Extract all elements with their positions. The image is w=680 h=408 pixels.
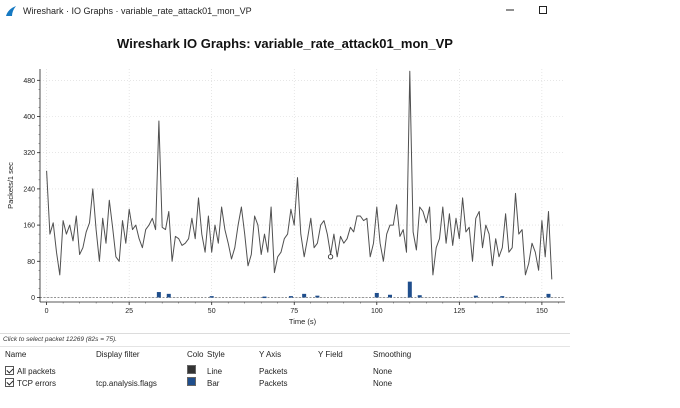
maximize-icon [539,6,547,14]
all-packets-line [46,70,553,280]
graph-list-table[interactable]: Name Display filter Colo Style Y Axis Y … [0,346,570,396]
graph-y-axis[interactable]: Packets [259,367,288,376]
enable-checkbox[interactable] [5,366,14,375]
tcp-errors-bar [302,293,307,298]
header-name[interactable]: Name [5,350,27,359]
y-tick-label: 320 [23,150,35,157]
x-tick-label: 25 [125,308,133,315]
header-y-axis[interactable]: Y Axis [259,350,282,359]
x-tick-label: 0 [45,308,49,315]
io-graph-panel[interactable]: Wireshark IO Graphs: variable_rate_attac… [0,22,570,330]
tcp-errors-bar [166,293,171,298]
window-title: Wireshark · IO Graphs · variable_rate_at… [23,6,252,16]
color-swatch[interactable] [187,365,196,374]
y-tick-label: 160 [23,223,35,230]
y-tick-label: 80 [27,259,35,266]
x-axis-label: Time (s) [289,317,317,326]
header-color[interactable]: Colo [187,350,204,359]
y-tick-label: 400 [23,114,35,121]
x-tick-label: 50 [208,308,216,315]
minimize-icon [506,9,514,11]
table-row[interactable]: TCP errors tcp.analysis.flags Bar Packet… [0,376,570,388]
tcp-errors-bar [473,295,478,298]
graph-y-axis[interactable]: Packets [259,379,288,388]
tcp-errors-bar [288,296,293,298]
tcp-errors-bar [209,296,214,298]
y-tick-label: 480 [23,78,35,85]
x-tick-label: 75 [290,308,298,315]
status-message: Click to select packet 12269 (82s = 75). [0,333,570,345]
graph-style[interactable]: Bar [207,379,220,388]
maximize-button[interactable] [533,2,553,18]
header-display-filter[interactable]: Display filter [96,350,140,359]
io-graph-plot[interactable]: 0 80 160 240 320 400 480 0 25 50 75 100 125 150 Time (… [0,22,570,330]
wireshark-fin-icon [6,6,16,16]
graph-style[interactable]: Line [207,367,223,376]
tcp-errors-bar [407,281,412,298]
graph-smoothing[interactable]: None [373,367,393,376]
x-tick-label: 150 [536,308,548,315]
table-row[interactable]: All packets Line Packets None [0,364,570,376]
y-tick-label: 240 [23,186,35,193]
graph-smoothing[interactable]: None [373,379,393,388]
chart-title: Wireshark IO Graphs: variable_rate_attac… [117,36,453,51]
window-titlebar: Wireshark · IO Graphs · variable_rate_at… [0,0,680,22]
tcp-errors-bar [500,296,505,298]
graph-name[interactable]: All packets [17,367,56,376]
table-header: Name Display filter Colo Style Y Axis Y … [0,347,570,361]
y-tick-label: 0 [31,295,35,302]
selected-packet-marker [327,254,334,260]
tcp-errors-bar [315,295,320,298]
x-tick-label: 100 [371,308,383,315]
y-axis-label: Packets/1 sec [6,162,15,209]
x-tick-label: 125 [453,308,465,315]
tcp-errors-bar [374,292,379,298]
tcp-errors-bar [388,294,392,298]
graph-name[interactable]: TCP errors [17,379,56,388]
tcp-errors-bar [546,293,551,298]
tcp-errors-bar [156,292,161,298]
header-y-field[interactable]: Y Field [318,350,343,359]
header-smoothing[interactable]: Smoothing [373,350,412,359]
tcp-errors-bar [262,296,267,299]
tcp-errors-bar [417,295,422,298]
graph-display-filter[interactable]: tcp.analysis.flags [96,379,157,388]
enable-checkbox[interactable] [5,378,14,387]
header-style[interactable]: Style [207,350,225,359]
minimize-button[interactable] [500,2,520,18]
color-swatch[interactable] [187,377,196,386]
